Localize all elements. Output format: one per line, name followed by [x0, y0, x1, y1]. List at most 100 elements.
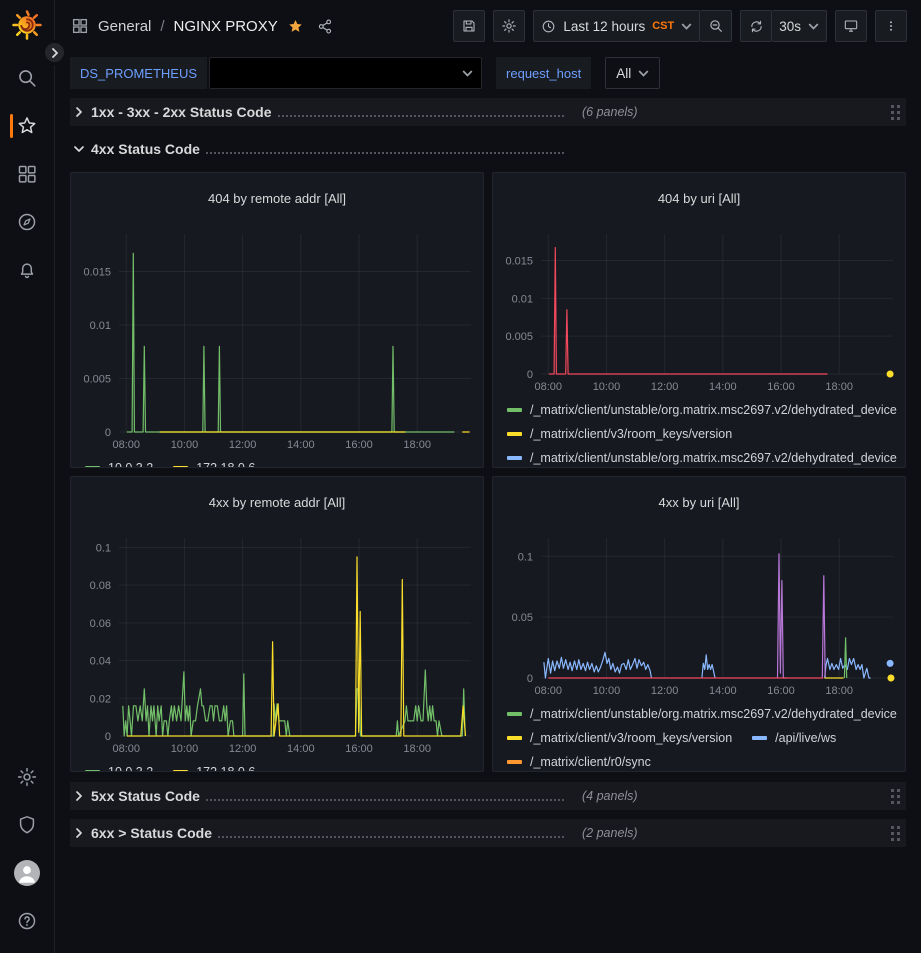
- sidebar-item-help[interactable]: [0, 897, 55, 945]
- svg-text:10:00: 10:00: [171, 743, 199, 755]
- sidebar: [0, 0, 67, 953]
- more-options-button[interactable]: [875, 10, 907, 42]
- chart-legend: /_matrix/client/unstable/org.matrix.msc2…: [493, 700, 905, 771]
- panel-grid: 404 by remote addr [All] 0 0.005 0.01 0.015…: [70, 172, 906, 772]
- row-dotted-leader: [277, 115, 564, 117]
- sidebar-expand-button[interactable]: [42, 40, 67, 65]
- svg-text:12:00: 12:00: [651, 685, 679, 697]
- help-icon: [18, 912, 36, 930]
- sidebar-item-starred[interactable]: [0, 102, 55, 150]
- legend-item[interactable]: 172.18.0.6: [173, 760, 255, 771]
- variable-request-host-label: request_host: [496, 57, 592, 89]
- tv-mode-button[interactable]: [835, 10, 867, 42]
- svg-text:0.06: 0.06: [90, 617, 111, 629]
- panel-title[interactable]: 4xx by uri [All]: [658, 494, 740, 510]
- legend-label: 172.18.0.6: [196, 461, 255, 467]
- legend-item[interactable]: /_matrix/client/v3/room_keys/version: [507, 422, 732, 446]
- chevron-down-icon: [808, 21, 819, 32]
- legend-swatch: [507, 431, 522, 436]
- sidebar-item-dashboards[interactable]: [0, 150, 55, 198]
- bell-icon: [20, 263, 34, 279]
- row-title: 5xx Status Code: [91, 788, 200, 804]
- variables-bar: DS_PROMETHEUS request_host All: [55, 52, 921, 94]
- svg-text:16:00: 16:00: [767, 685, 795, 697]
- legend-item[interactable]: /_matrix/client/unstable/org.matrix.msc2…: [507, 446, 897, 467]
- legend-label: /_matrix/client/v3/room_keys/version: [530, 426, 733, 441]
- svg-text:08:00: 08:00: [535, 381, 563, 393]
- refresh-button[interactable]: [740, 10, 773, 42]
- chart-legend: /_matrix/client/unstable/org.matrix.msc2…: [493, 396, 905, 467]
- sidebar-item-profile[interactable]: [0, 849, 55, 897]
- dashboard-settings-button[interactable]: [493, 10, 526, 42]
- timezone-label: CST: [652, 20, 675, 32]
- share-icon[interactable]: [317, 18, 334, 35]
- sidebar-item-explore[interactable]: [0, 198, 55, 246]
- row-panel-count: (2 panels): [582, 826, 638, 840]
- svg-text:16:00: 16:00: [345, 439, 373, 451]
- legend-swatch: [85, 769, 100, 771]
- legend-item[interactable]: 10.0.3.2: [85, 760, 153, 771]
- svg-text:10:00: 10:00: [593, 685, 621, 697]
- sidebar-item-configuration[interactable]: [0, 753, 55, 801]
- apps-grid-icon: [18, 165, 36, 183]
- svg-text:0.02: 0.02: [90, 693, 111, 705]
- legend-swatch: [507, 455, 522, 460]
- breadcrumb: General / NGINX PROXY: [71, 17, 334, 35]
- breadcrumb-dashboard-title[interactable]: NGINX PROXY: [173, 17, 278, 35]
- row-drag-handle-icon[interactable]: [891, 104, 900, 120]
- dashboard-body: 1xx - 3xx - 2xx Status Code (6 panels) 4…: [55, 94, 921, 953]
- save-dashboard-button[interactable]: [453, 10, 486, 42]
- svg-text:18:00: 18:00: [403, 439, 431, 451]
- svg-text:16:00: 16:00: [345, 743, 373, 755]
- legend-item[interactable]: /_matrix/client/r0/sync: [507, 750, 651, 771]
- svg-text:14:00: 14:00: [287, 743, 315, 755]
- timeseries-chart[interactable]: 0 0.02 0.04 0.06 0.08 0.1 08:00 10:00 12:00 14:00…: [71, 528, 483, 758]
- legend-item[interactable]: /_matrix/client/v3/room_keys/version: [507, 726, 732, 750]
- timeseries-chart[interactable]: 0 0.05 0.1 08:00 10:00 12:00 14:00 16:00 18:00: [493, 528, 905, 700]
- variable-request-host: request_host: [496, 57, 592, 89]
- row-header-4xx[interactable]: 4xx Status Code: [70, 135, 906, 163]
- row-drag-handle-icon[interactable]: [891, 788, 900, 804]
- row-header-1xx-3xx-2xx[interactable]: 1xx - 3xx - 2xx Status Code (6 panels): [70, 98, 906, 126]
- chevron-right-icon: [51, 47, 58, 58]
- svg-text:18:00: 18:00: [825, 685, 853, 697]
- zoom-out-time-button[interactable]: [700, 10, 733, 42]
- time-range-picker[interactable]: Last 12 hours CST: [533, 10, 701, 42]
- sidebar-item-server-admin[interactable]: [0, 801, 55, 849]
- panel-title[interactable]: 404 by uri [All]: [657, 190, 741, 206]
- compass-icon: [18, 213, 36, 231]
- row-header-5xx[interactable]: 5xx Status Code (4 panels): [70, 782, 906, 810]
- timeseries-chart[interactable]: 0 0.005 0.01 0.015 08:00 10:00 12:00 14:00 16:00…: [71, 224, 483, 454]
- chevron-down-icon: [462, 68, 473, 79]
- legend-label: /_matrix/client/unstable/org.matrix.msc2…: [530, 402, 897, 417]
- svg-text:0: 0: [527, 369, 533, 381]
- legend-item[interactable]: 172.18.0.6: [173, 456, 255, 467]
- variable-datasource-dropdown[interactable]: [209, 57, 483, 89]
- svg-text:10:00: 10:00: [593, 381, 621, 393]
- legend-item[interactable]: 10.0.3.2: [85, 456, 153, 467]
- legend-item[interactable]: /api/live/ws: [752, 726, 836, 750]
- variable-datasource-label: DS_PROMETHEUS: [70, 57, 208, 89]
- chevron-down-icon: [681, 21, 692, 32]
- favorite-star-icon[interactable]: [287, 18, 304, 35]
- variable-request-host-dropdown[interactable]: All: [605, 57, 661, 89]
- legend-label: /api/live/ws: [775, 730, 837, 745]
- timeseries-chart[interactable]: 0 0.005 0.01 0.015 08:00 10:00 12:00 14:00 16:00…: [493, 224, 905, 396]
- svg-text:16:00: 16:00: [767, 381, 795, 393]
- grafana-logo-icon[interactable]: [12, 10, 42, 40]
- dashboard-grid-icon: [71, 17, 89, 35]
- legend-item[interactable]: /_matrix/client/unstable/org.matrix.msc2…: [507, 702, 897, 726]
- panel-title[interactable]: 4xx by remote addr [All]: [208, 494, 346, 510]
- row-header-6xx[interactable]: 6xx > Status Code (2 panels): [70, 819, 906, 847]
- legend-item[interactable]: /_matrix/client/unstable/org.matrix.msc2…: [507, 398, 897, 422]
- svg-text:08:00: 08:00: [535, 685, 563, 697]
- refresh-interval-picker[interactable]: 30s: [772, 10, 827, 42]
- row-drag-handle-icon[interactable]: [891, 825, 900, 841]
- breadcrumb-folder[interactable]: General: [98, 17, 152, 35]
- svg-text:0.005: 0.005: [83, 373, 111, 385]
- sidebar-item-search[interactable]: [0, 54, 55, 102]
- sidebar-item-alerting[interactable]: [0, 246, 55, 294]
- panel-title[interactable]: 404 by remote addr [All]: [207, 190, 347, 206]
- svg-text:12:00: 12:00: [229, 743, 257, 755]
- legend-label: /_matrix/client/unstable/org.matrix.msc2…: [530, 450, 897, 465]
